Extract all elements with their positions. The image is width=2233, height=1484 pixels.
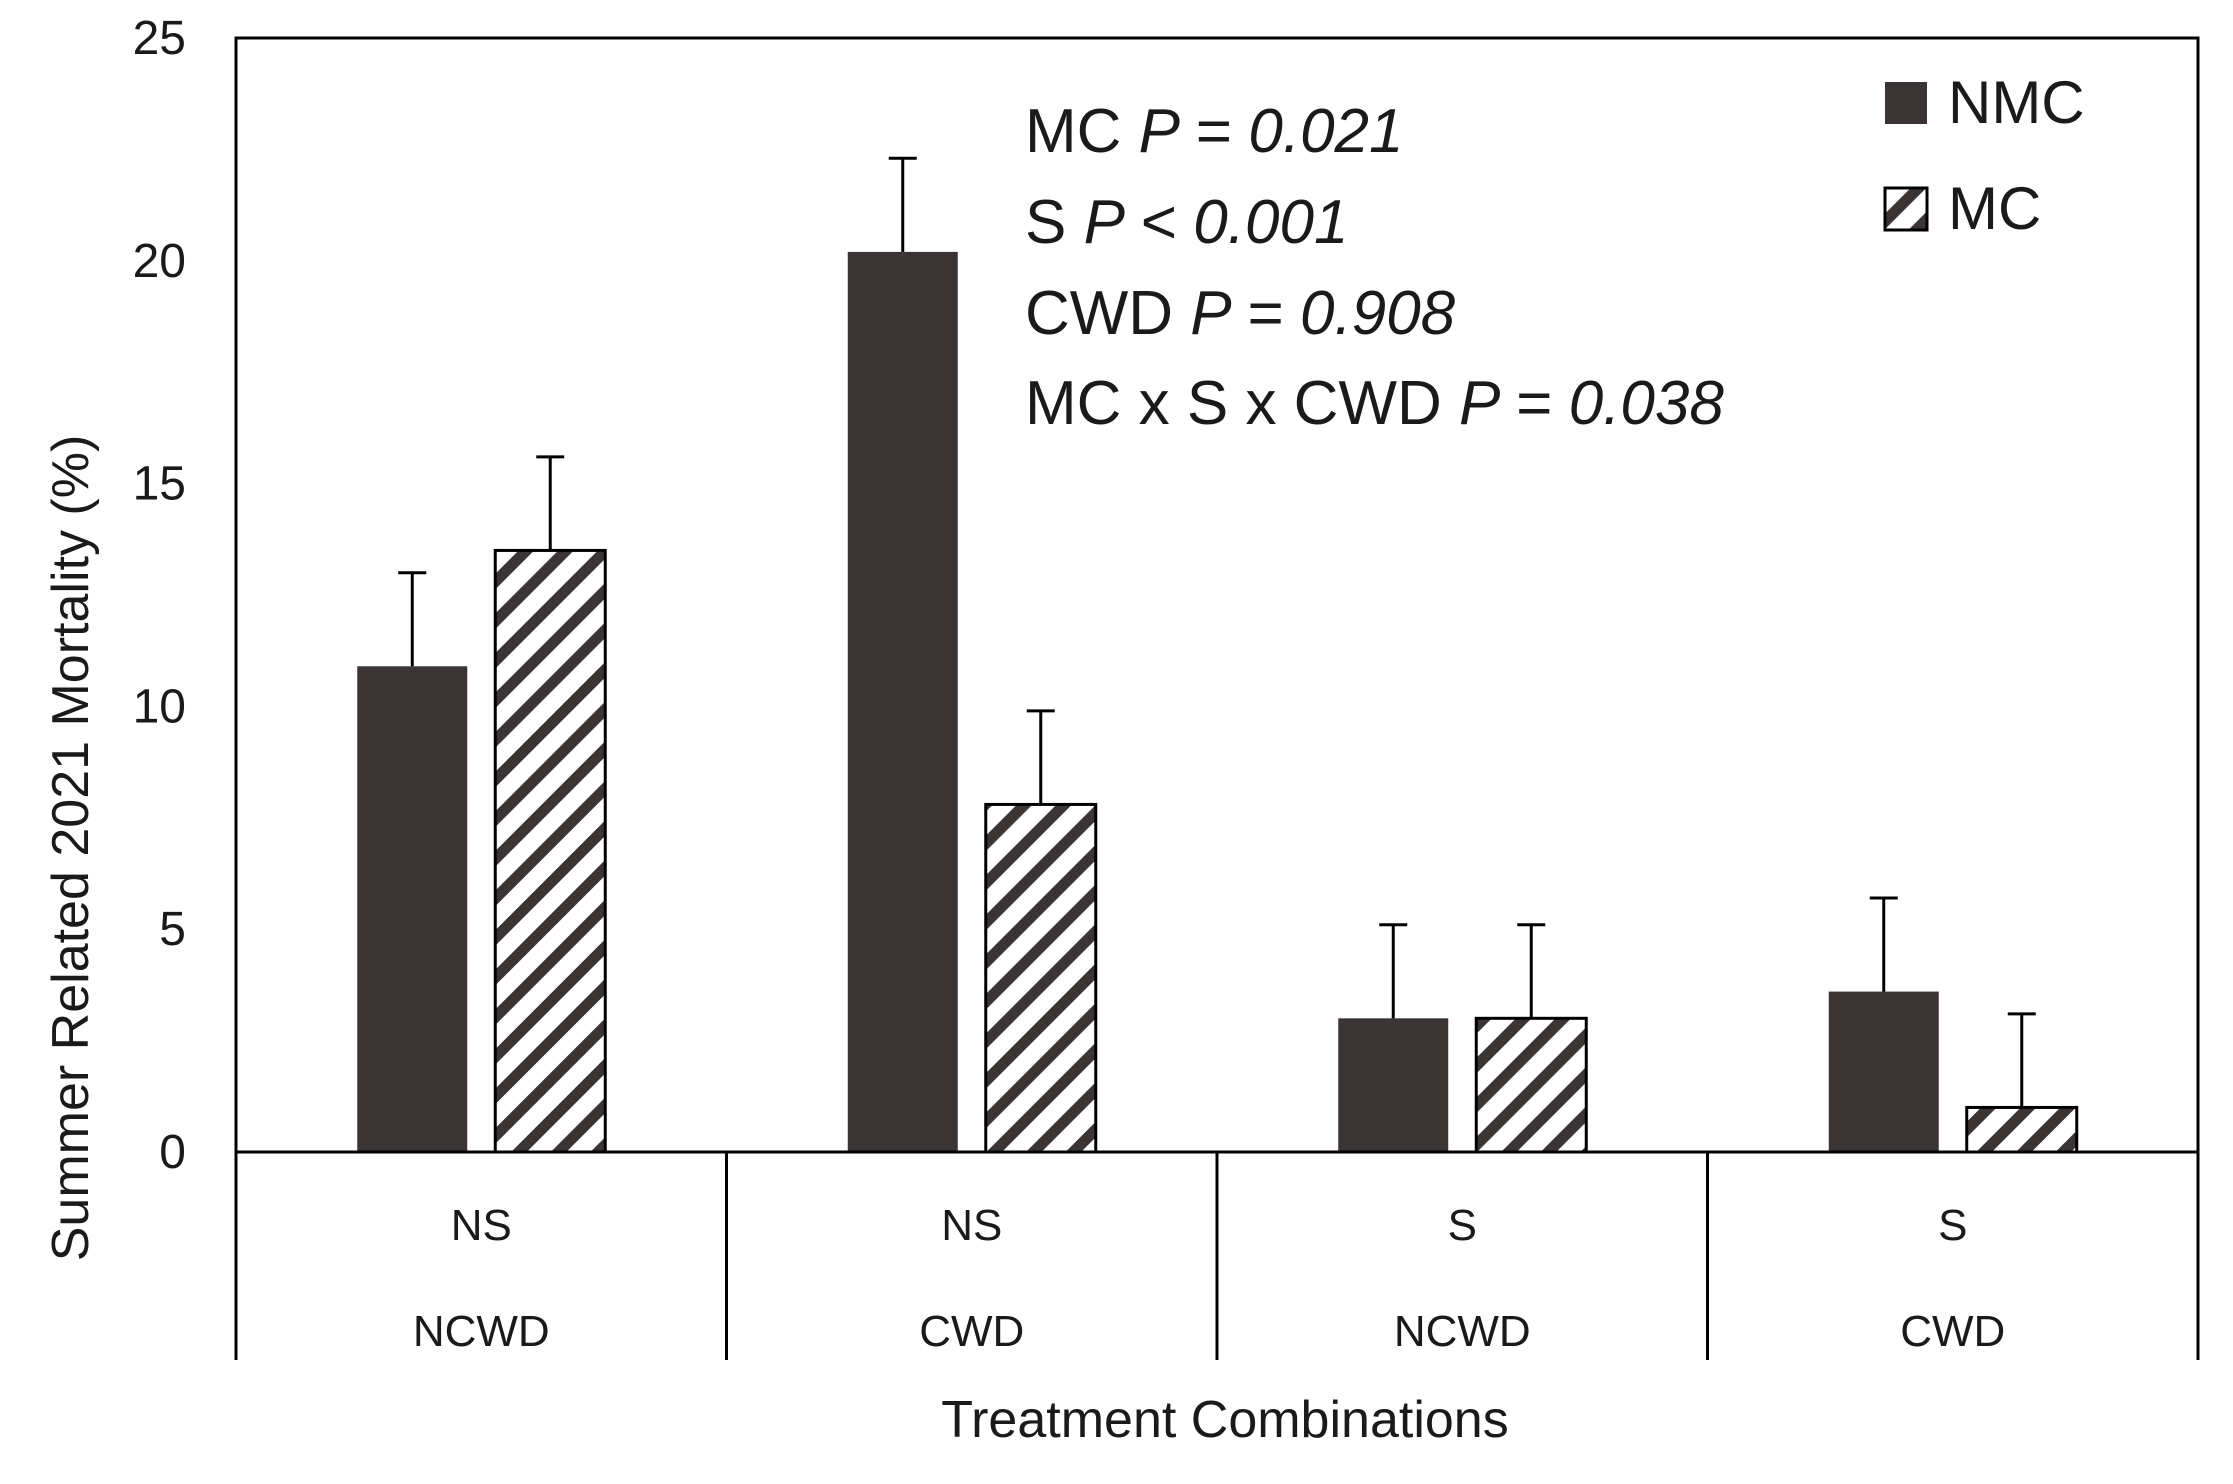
bar-mc-1: [984, 802, 1098, 1154]
category-labels: NS NCWD NS CWD S NCWD S CWD: [413, 1201, 2005, 1356]
bars-layer: [357, 251, 2079, 1154]
category-label-cwd-2: NCWD: [1394, 1307, 1531, 1356]
legend-swatch-mc: [1883, 186, 1929, 232]
y-tick-label: 0: [159, 1126, 186, 1179]
stats-line-0: MC P = 0.021: [1025, 97, 1404, 166]
stats-line-3: MC x S x CWD P = 0.038: [1025, 369, 1724, 438]
legend-swatch-nmc: [1885, 82, 1927, 124]
category-label-cwd-1: CWD: [919, 1307, 1024, 1356]
bar-mc-2: [1474, 1016, 1588, 1154]
stats-annotation: MC P = 0.021 S P < 0.001 CWD P = 0.908 MC x…: [1025, 97, 1724, 438]
y-tick-labels: 0 5 10 15 20 25: [133, 12, 186, 1179]
category-label-s-0: NS: [451, 1201, 512, 1250]
bar-nmc-0: [357, 666, 468, 1152]
y-axis-title: Summer Related 2021 Mortality (%): [42, 435, 100, 1262]
bar-nmc-3: [1828, 991, 1939, 1152]
bar-mc-0: [493, 548, 607, 1154]
legend: NMC MC: [1883, 69, 2085, 242]
y-tick-label: 10: [133, 680, 186, 733]
y-tick-label: 20: [133, 235, 186, 288]
stats-line-1: S P < 0.001: [1025, 188, 1348, 257]
y-tick-label: 25: [133, 12, 186, 65]
category-table: [234, 1152, 2200, 1360]
category-label-cwd-0: NCWD: [413, 1307, 550, 1356]
legend-label-nmc: NMC: [1948, 69, 2085, 136]
bar-nmc-1: [847, 251, 958, 1152]
x-axis-title: Treatment Combinations: [941, 1391, 1508, 1449]
y-tick-label: 15: [133, 458, 186, 511]
y-tick-label: 5: [159, 903, 186, 956]
category-label-s-1: NS: [941, 1201, 1002, 1250]
stats-line-2: CWD P = 0.908: [1025, 279, 1456, 348]
category-label-s-3: S: [1938, 1201, 1967, 1250]
category-label-s-2: S: [1448, 1201, 1477, 1250]
bar-mc-3: [1965, 1105, 2079, 1154]
legend-label-mc: MC: [1948, 175, 2041, 242]
bar-nmc-2: [1338, 1018, 1449, 1152]
category-label-cwd-3: CWD: [1900, 1307, 2005, 1356]
error-bars-layer: [398, 156, 2036, 1108]
